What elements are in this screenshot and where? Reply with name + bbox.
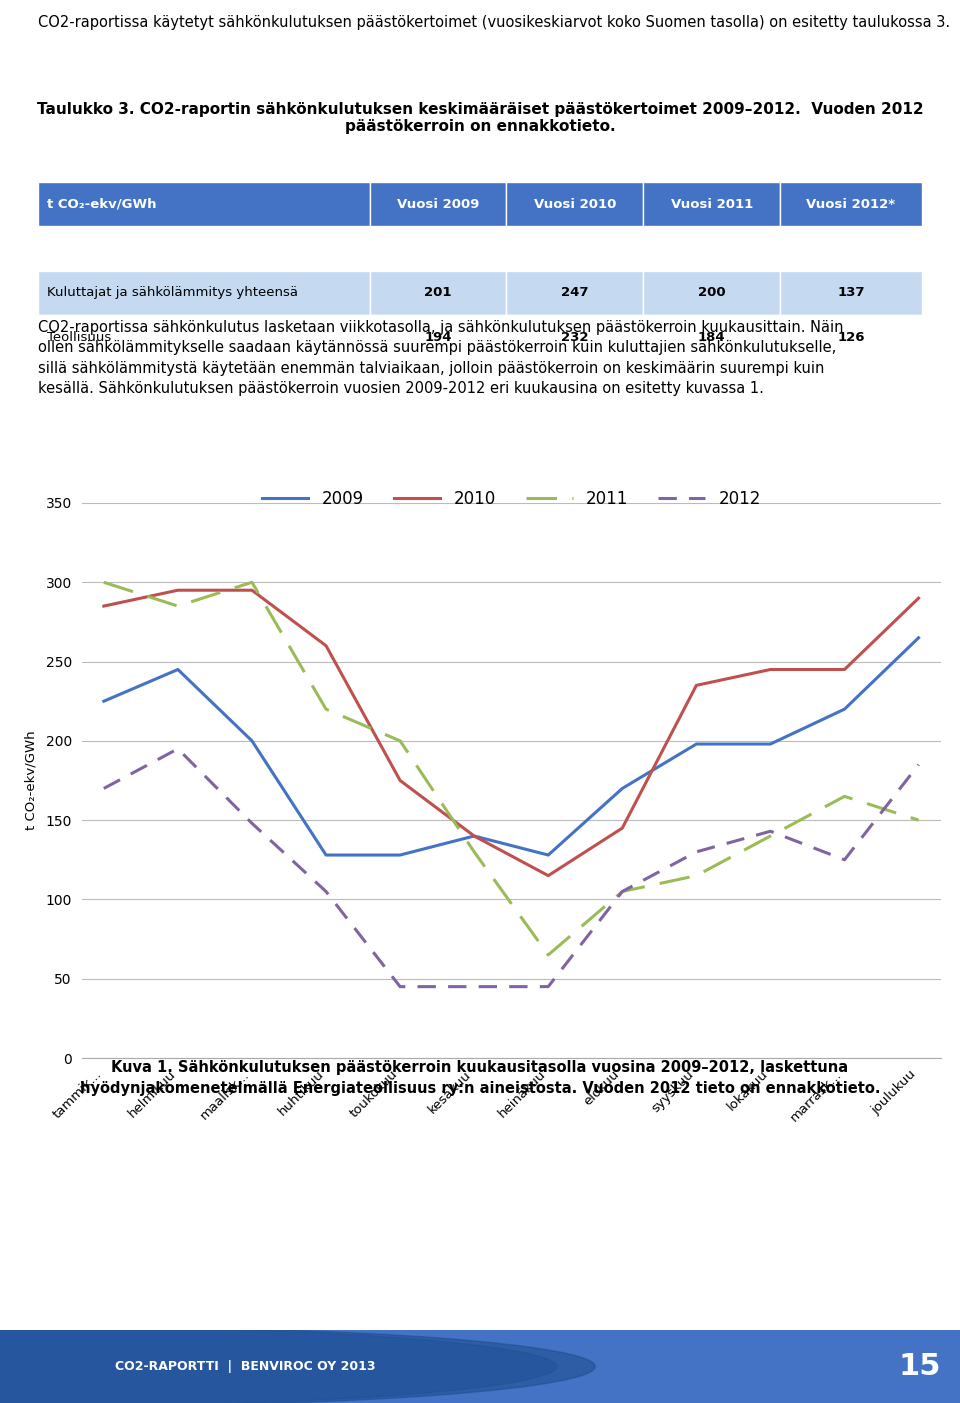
Bar [370, 182, 507, 226]
Text: Vuosi 2012*: Vuosi 2012* [806, 198, 896, 210]
Bar [38, 271, 370, 316]
Text: Vuosi 2011: Vuosi 2011 [671, 198, 753, 210]
Bar [643, 182, 780, 226]
Legend: 2009, 2010, 2011, 2012: 2009, 2010, 2011, 2012 [255, 484, 767, 515]
Bar [38, 316, 370, 359]
Text: CO2-raportissa sähkönkulutus lasketaan viikkotasolla, ja sähkönkulutuksen päästö: CO2-raportissa sähkönkulutus lasketaan v… [38, 320, 844, 396]
Text: Vuosi 2010: Vuosi 2010 [534, 198, 616, 210]
Bar [780, 182, 922, 226]
Text: CO2-raportissa käytetyt sähkönkulutuksen päästökertoimet (vuosikeskiarvot koko S: CO2-raportissa käytetyt sähkönkulutuksen… [38, 15, 950, 29]
Text: Taulukko 3. CO2-raportin sähkönkulutuksen keskimääräiset päästökertoimet 2009–20: Taulukko 3. CO2-raportin sähkönkulutukse… [36, 102, 924, 135]
Bar [780, 316, 922, 359]
Text: Teollisuus: Teollisuus [47, 331, 111, 344]
Text: 247: 247 [562, 286, 588, 299]
Text: Kuluttajat ja sähkölämmitys yhteensä: Kuluttajat ja sähkölämmitys yhteensä [47, 286, 299, 299]
Text: 137: 137 [837, 286, 865, 299]
Text: Vuosi 2009: Vuosi 2009 [396, 198, 479, 210]
Bar [370, 271, 507, 316]
Text: Kuva 1. Sähkönkulutuksen päästökerroin kuukausitasolla vuosina 2009–2012, lasket: Kuva 1. Sähkönkulutuksen päästökerroin k… [80, 1061, 880, 1096]
Text: 15: 15 [899, 1352, 941, 1381]
Circle shape [0, 1326, 595, 1403]
Text: 200: 200 [698, 286, 726, 299]
Bar [507, 182, 643, 226]
Circle shape [0, 1326, 557, 1403]
Bar [643, 271, 780, 316]
Bar [370, 316, 507, 359]
Text: 184: 184 [698, 331, 726, 344]
Bar [780, 271, 922, 316]
Text: 201: 201 [424, 286, 452, 299]
Bar [507, 316, 643, 359]
Text: 126: 126 [837, 331, 865, 344]
Bar [507, 271, 643, 316]
Text: t CO₂-ekv/GWh: t CO₂-ekv/GWh [47, 198, 156, 210]
Bar [643, 316, 780, 359]
Text: 194: 194 [424, 331, 452, 344]
Text: CO2-RAPORTTI  |  BENVIROC OY 2013: CO2-RAPORTTI | BENVIROC OY 2013 [115, 1360, 375, 1374]
Bar [38, 182, 370, 226]
Y-axis label: t CO₂-ekv/GWh: t CO₂-ekv/GWh [24, 731, 37, 831]
Text: 232: 232 [562, 331, 588, 344]
